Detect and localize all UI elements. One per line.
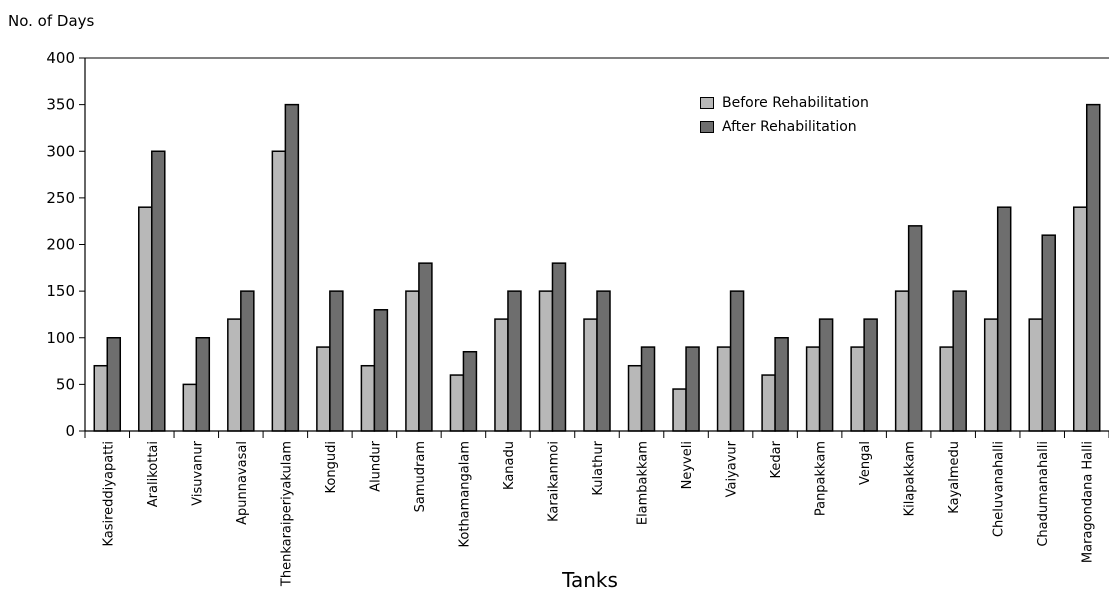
bar-before: [182, 383, 198, 432]
bar-before: [93, 364, 109, 432]
bar-before: [1028, 318, 1043, 432]
x-tick-label: Elambakkam: [636, 441, 651, 525]
x-tick-label: Kothamangalam: [457, 441, 472, 547]
bar-before: [939, 346, 954, 432]
bar-after: [507, 290, 522, 432]
x-tick-label: Samudram: [413, 441, 428, 512]
bar-before: [538, 290, 554, 432]
legend-swatch-after: [700, 121, 714, 133]
bar-after: [818, 318, 834, 432]
y-tick-label: 150: [46, 282, 75, 300]
bar-before: [1072, 206, 1088, 432]
bar-after: [195, 337, 211, 432]
bar-after: [774, 337, 789, 432]
x-tick-label: Kilapakkam: [903, 441, 918, 516]
bar-after: [1085, 103, 1101, 432]
y-tick-label: 0: [65, 422, 75, 440]
bar-before: [494, 318, 509, 432]
x-tick-label: Kayalmedu: [947, 441, 962, 514]
x-tick-label: Vengal: [858, 441, 873, 485]
x-tick-label: Chadumanahalli: [1036, 441, 1051, 547]
bar-after: [462, 350, 478, 432]
bar-before: [761, 374, 776, 432]
bar-after: [907, 225, 923, 432]
x-tick-label: Aralikottai: [146, 441, 161, 507]
bar-before: [805, 346, 821, 432]
legend-label-after: After Rehabilitation: [722, 119, 857, 135]
bar-after: [729, 290, 745, 432]
bar-after: [685, 346, 700, 432]
legend-item-before: Before Rehabilitation: [700, 91, 869, 115]
y-tick-label: 200: [46, 236, 75, 254]
bar-before: [672, 388, 687, 432]
x-tick-label: Kulathur: [591, 440, 606, 495]
x-tick-label: Maragondana Halli: [1081, 441, 1096, 563]
bar-before: [271, 150, 287, 432]
y-tick-label: 350: [46, 96, 75, 114]
bar-before: [983, 318, 999, 432]
bar-after: [952, 290, 967, 432]
bar-after: [106, 337, 122, 432]
x-tick-label: Kanadu: [502, 441, 517, 490]
x-tick-label: Kasireddiyapatti: [101, 441, 116, 547]
x-tick-label: Cheluvanahalli: [992, 441, 1007, 537]
y-tick-label: 250: [46, 189, 75, 207]
bar-after: [551, 262, 567, 432]
bar-before: [850, 346, 865, 432]
bar-after: [640, 346, 656, 432]
bar-before: [138, 206, 153, 432]
x-tick-label: Alundur: [368, 440, 383, 491]
bar-after: [240, 290, 255, 432]
bar-before: [627, 364, 643, 432]
x-tick-label: Kongudi: [324, 441, 339, 493]
x-tick-label: Panpakkam: [814, 441, 829, 516]
bar-after: [151, 150, 166, 432]
bar-after: [329, 290, 344, 432]
bar-after: [418, 262, 433, 432]
bar-after: [596, 290, 611, 432]
bar-before: [360, 364, 376, 432]
y-tick-label: 300: [46, 142, 75, 160]
x-tick-label: Vaiyavur: [725, 440, 740, 497]
y-tick-label: 100: [46, 329, 75, 347]
x-tick-label: Visuvanur: [190, 440, 205, 505]
x-tick-label: Neyveli: [680, 441, 695, 489]
bar-before: [227, 318, 242, 432]
x-axis-label: Tanks: [562, 568, 618, 592]
bar-before: [316, 346, 331, 432]
legend-item-after: After Rehabilitation: [700, 115, 869, 139]
legend-swatch-before: [700, 97, 714, 109]
bar-after: [996, 206, 1012, 432]
bar-after: [1041, 234, 1056, 432]
bar-before: [716, 346, 732, 432]
x-tick-label: Karaikanmoi: [546, 441, 561, 522]
y-axis-label: No. of Days: [8, 12, 95, 30]
bar-after: [863, 318, 878, 432]
bar-before: [449, 374, 465, 432]
y-tick-label: 50: [56, 375, 75, 393]
bar-after: [373, 309, 389, 432]
bar-before: [405, 290, 420, 432]
x-tick-label: Thenkaraiperiyakulam: [279, 441, 294, 587]
bar-before: [894, 290, 910, 432]
legend: Before Rehabilitation After Rehabilitati…: [700, 91, 869, 139]
legend-label-before: Before Rehabilitation: [722, 95, 869, 111]
x-tick-label: Apunnavasal: [235, 441, 250, 525]
bar-before: [583, 318, 598, 432]
x-tick-label: Kedar: [769, 440, 784, 478]
bar-after: [284, 103, 300, 432]
y-tick-label: 400: [46, 49, 75, 67]
